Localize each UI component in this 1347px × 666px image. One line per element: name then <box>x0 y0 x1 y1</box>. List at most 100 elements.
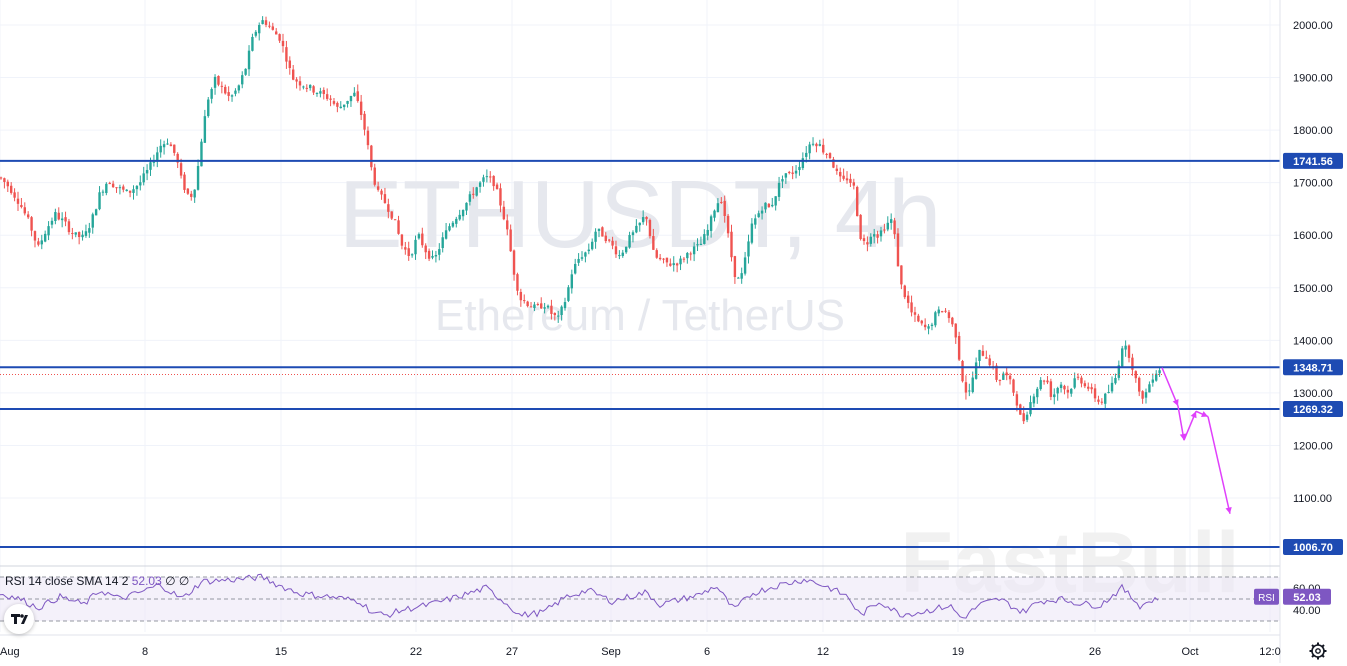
candle-body <box>862 238 866 242</box>
candle-body <box>794 170 798 174</box>
candle-body <box>917 315 920 322</box>
candle-body <box>750 223 754 243</box>
candle-body <box>346 100 349 104</box>
candle-body <box>1124 345 1127 350</box>
candle-body <box>169 144 173 147</box>
candle-body <box>835 168 839 171</box>
candle-body <box>455 218 458 224</box>
candle-body <box>1138 377 1141 392</box>
candle-body <box>978 349 981 361</box>
candle-body <box>631 232 635 236</box>
candle-body <box>179 163 183 176</box>
price-axis[interactable] <box>1280 0 1347 663</box>
candle-body <box>611 240 614 246</box>
candle-body <box>258 25 261 34</box>
candle-body <box>166 143 169 145</box>
candle-body <box>879 230 883 237</box>
y-tick-label: 1400.00 <box>1293 335 1333 347</box>
candle-body <box>77 232 81 238</box>
candle-body <box>57 212 60 220</box>
candle-body <box>849 178 852 183</box>
tradingview-logo-icon[interactable] <box>4 604 34 634</box>
candle-body <box>132 189 135 193</box>
candle-body <box>767 203 771 208</box>
y-tick-label: 1700.00 <box>1293 178 1333 190</box>
candle-body <box>601 227 604 237</box>
candle-body <box>822 144 825 153</box>
candle-body <box>6 181 9 187</box>
candle-body <box>288 60 292 69</box>
candle-body <box>543 307 546 309</box>
candle-body <box>1066 389 1070 393</box>
candle-body <box>1049 381 1053 397</box>
level-tag-bg-3 <box>1283 539 1343 556</box>
candle-body <box>142 173 145 183</box>
candle-body <box>624 246 628 253</box>
candle-body <box>968 390 971 392</box>
candle-body <box>1073 378 1076 388</box>
candle-body <box>30 217 33 231</box>
gear-icon[interactable] <box>1308 641 1328 661</box>
candle-body <box>387 204 390 212</box>
level-tag-label-3: 1006.70 <box>1293 542 1333 554</box>
y-tick-label: 1800.00 <box>1293 125 1333 137</box>
candle-body <box>196 166 200 190</box>
candle-body <box>390 211 393 219</box>
candle-body <box>934 312 937 326</box>
candle-body <box>492 175 495 187</box>
candle-body <box>173 144 176 153</box>
candle-body <box>251 36 254 51</box>
candle-body <box>342 104 346 108</box>
candle-body <box>1158 370 1161 374</box>
candle-body <box>1151 379 1155 383</box>
candle-body <box>947 312 951 319</box>
candle-body <box>275 31 278 35</box>
rsi-value-tag: 52.03 <box>1293 592 1321 604</box>
rsi-line[interactable] <box>0 573 1159 619</box>
candle-body <box>434 255 438 257</box>
candle-body <box>828 153 832 159</box>
candle-body <box>1022 413 1025 422</box>
candle-body <box>193 189 196 198</box>
candle-body <box>220 85 224 87</box>
candle-body <box>951 317 954 325</box>
candle-body <box>1080 377 1083 384</box>
candle-body <box>1100 401 1104 403</box>
rsi-legend[interactable]: RSI 14 close SMA 14 2 52.03 ∅ ∅ <box>5 574 189 588</box>
candle-body <box>716 203 720 213</box>
candle-body <box>353 92 356 97</box>
candle-body <box>502 206 506 220</box>
candle-body <box>1036 388 1039 398</box>
candle-body <box>737 277 740 279</box>
candle-body <box>893 220 896 235</box>
candle-body <box>641 217 645 223</box>
candle-body <box>448 226 451 231</box>
y-tick-label: 1100.00 <box>1293 493 1332 505</box>
level-tag-label-2: 1269.32 <box>1293 404 1333 416</box>
candle-body <box>200 141 203 167</box>
candle-body <box>923 324 927 328</box>
candle-body <box>876 234 879 238</box>
candle-body <box>213 76 217 88</box>
candle-body <box>842 175 845 179</box>
candle-body <box>241 75 244 85</box>
projection-path[interactable] <box>1161 367 1232 514</box>
candle-body <box>811 143 815 145</box>
candle-body <box>244 68 247 75</box>
candle-body <box>417 234 421 239</box>
candle-body <box>305 87 308 89</box>
rsi-legend-label: RSI 14 close SMA 14 2 <box>5 574 129 588</box>
candle-body <box>91 214 94 228</box>
candle-body <box>376 186 380 190</box>
candle-body <box>754 218 757 225</box>
candle-body <box>149 162 152 170</box>
candle-body <box>1093 388 1097 399</box>
candle-body <box>784 173 788 178</box>
candle-body <box>686 253 689 259</box>
candle-body <box>536 304 540 306</box>
candle-body <box>679 258 682 265</box>
candle-body <box>774 196 777 206</box>
candle-body <box>818 144 822 146</box>
candle-body <box>400 234 404 246</box>
